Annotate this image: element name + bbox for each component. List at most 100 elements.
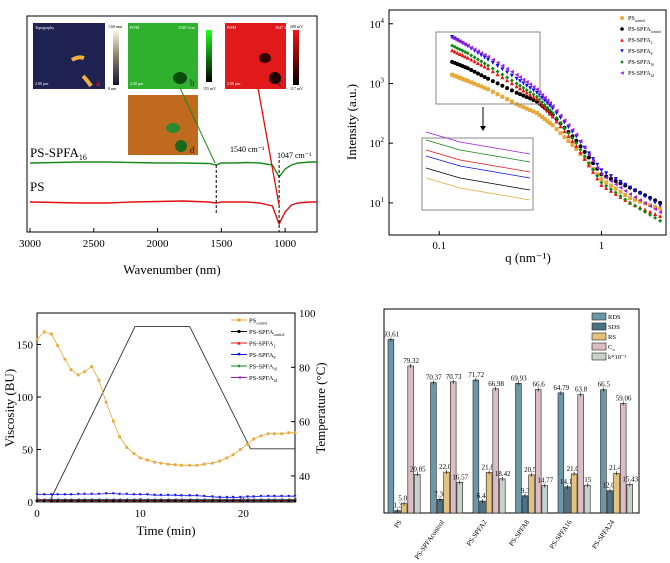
inset-line [425,131,531,155]
saxs-point [528,90,533,95]
category-label: PS-SPFA24 [590,518,616,550]
viscosity-point [259,494,263,498]
viscosity-point [287,499,291,503]
viscosity-point [166,462,170,466]
saxs-point [528,92,533,97]
viscosity-point [231,453,235,457]
saxs-point [495,72,500,77]
saxs-point [542,98,547,103]
saxs-point [540,92,545,97]
cbar-label: 155 mV [203,86,216,91]
legend-marker [237,375,241,380]
saxs-point [540,102,545,107]
saxs-point [469,80,474,85]
saxs-point [521,105,526,110]
saxs-point [550,123,555,128]
saxs-point [495,60,500,65]
saxs-point [472,81,477,86]
saxs-point [643,207,648,212]
bar-value-label: 21.45 [609,464,625,472]
saxs-point [548,108,553,113]
saxs-point [613,177,618,182]
viscosity-point [173,499,177,503]
inset-letter-b: b [190,78,195,88]
saxs-point [495,92,500,97]
bar [499,478,506,514]
viscosity-point [202,462,206,466]
saxs-point [465,51,470,56]
saxs-point [608,174,613,179]
saxs-point [586,163,591,168]
temp-y-tick-label: 80 [299,362,311,374]
saxs-y-tick-label: 101 [370,196,385,210]
saxs-point [658,206,663,211]
saxs-point [534,96,539,101]
saxs-point [574,132,579,137]
viscosity-point [159,493,163,497]
saxs-point [465,43,470,48]
saxs-point [542,95,547,100]
saxs-point [653,204,658,209]
saxs-point [586,152,591,157]
viscosity-point [246,499,249,503]
viscosity-point [166,493,170,497]
bar [436,499,444,514]
viscosity-point [218,495,222,499]
legend-swatch [591,312,607,321]
saxs-point [524,95,529,100]
viscosity-point [218,499,222,503]
saxs-y-tick-label: 102 [370,136,385,150]
saxs-point [452,73,457,78]
viscosity-point [125,499,129,503]
saxs-point [509,99,514,104]
saxs-point [545,105,550,110]
bar-value-label: 64.79 [553,384,569,392]
saxs-point [479,73,484,78]
bar-value-label: 93.61 [383,330,399,338]
saxs-point [465,55,470,60]
saxs-point [548,111,553,116]
saxs-point [452,49,457,54]
saxs-point [599,172,604,177]
saxs-point [475,57,480,62]
inset-line [425,167,531,191]
viscosity-point [35,337,39,341]
saxs-point [623,182,628,187]
bar-value-label: 20.56 [524,466,540,474]
viscosity-point [211,499,214,503]
saxs-x-tick-label: 1 [599,240,605,252]
viscosity-x-axis-label: Time (min) [136,523,195,538]
saxs-point [586,160,591,165]
saxs-point [528,108,533,113]
viscosity-point [259,434,263,438]
inset-title: Topography [35,25,54,30]
viscosity-point [146,499,149,503]
viscosity-point [195,494,199,498]
inset-scale: 2.00 µm [227,81,241,86]
viscosity-point [159,461,163,465]
saxs-point [524,83,529,88]
saxs-point [490,57,495,62]
saxs-point [514,84,519,89]
saxs-point [460,76,465,81]
saxs-point [566,139,571,144]
saxs-point [457,75,462,80]
saxs-point [550,114,555,119]
bar [606,490,614,514]
legend-label: PScontrol [249,318,267,326]
viscosity-point [166,499,170,503]
bar [613,472,620,514]
viscosity-point [125,446,129,449]
saxs-point [554,119,559,124]
viscosity-point [111,499,115,503]
viscosity-panel: 0 10 20 0 50 100 150 40 60 80 100 PScontrol PS-SPFAc… [2,308,328,538]
saxs-point [599,182,604,187]
viscosity-point [173,463,177,467]
saxs-point [558,124,563,129]
saxs-point [550,106,555,111]
saxs-point [628,185,633,190]
legend-label: PS-SPFA2 [249,341,275,349]
bar [534,389,542,514]
ftir-line-0 [29,161,317,179]
viscosity-point [97,492,101,496]
